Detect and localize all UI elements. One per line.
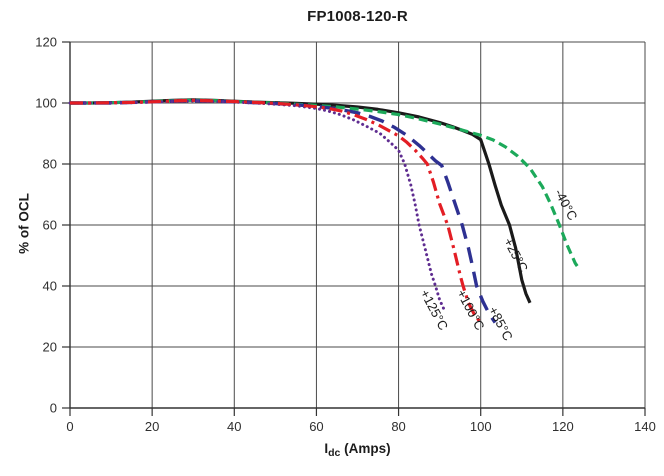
x-axis-title-units: (Amps): [340, 441, 391, 456]
y-tick-label: 0: [50, 401, 57, 416]
x-tick-label: 140: [634, 419, 656, 434]
x-axis-title-subscript: dc: [328, 447, 341, 459]
y-tick-label: 100: [35, 96, 57, 111]
curves: [68, 98, 581, 324]
curve-plus-125c: [68, 99, 446, 311]
curve-plus-100c: [70, 98, 482, 324]
x-tick-label: 120: [552, 419, 574, 434]
y-tick-label: 120: [35, 35, 57, 50]
x-axis-title-symbol: I: [324, 441, 329, 456]
curve-label-plus-25c: +25°C: [501, 235, 531, 274]
x-tick-label: 80: [391, 419, 405, 434]
x-tick-label: 40: [227, 419, 241, 434]
chart-title: FP1008-120-R: [307, 8, 408, 25]
curve-label-plus-125c: +125°C: [417, 287, 451, 333]
x-axis-title: Idc (Amps): [70, 441, 645, 459]
y-tick-label: 20: [43, 340, 57, 355]
x-tick-label: 0: [66, 419, 73, 434]
y-tick-label: 60: [43, 218, 57, 233]
y-tick-label: 80: [43, 157, 57, 172]
y-tick-label: 40: [43, 279, 57, 294]
axes: 0 20 40 60 80 100 120 140 0 20 40 60 80 100 120: [35, 35, 656, 435]
x-tick-label: 60: [309, 419, 323, 434]
curve-label-minus-40c: -40°C: [552, 186, 581, 223]
x-tick-label: 100: [470, 419, 492, 434]
curve-label-plus-100c: +100°C: [454, 287, 488, 333]
x-tick-label: 20: [145, 419, 159, 434]
curve-label-plus-85c: +85°C: [485, 304, 515, 343]
